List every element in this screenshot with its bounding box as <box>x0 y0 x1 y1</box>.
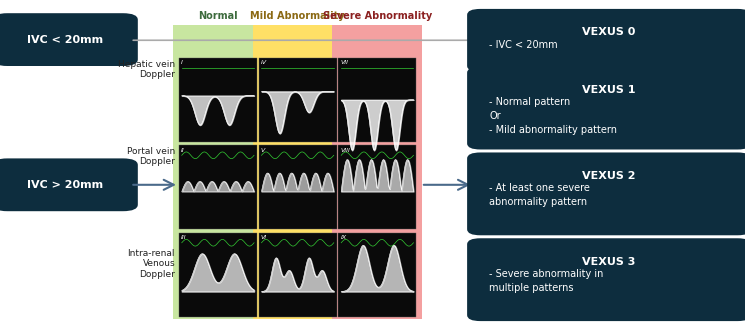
Text: IVC < 20mm: IVC < 20mm <box>27 35 104 45</box>
Text: - Severe abnormality in
multiple patterns: - Severe abnormality in multiple pattern… <box>489 269 604 293</box>
Bar <box>259 145 337 229</box>
Text: IVC > 20mm: IVC > 20mm <box>27 180 104 190</box>
Bar <box>173 25 263 319</box>
Text: Portal vein
Doppler: Portal vein Doppler <box>127 147 175 166</box>
Text: - At least one severe
abnormality pattern: - At least one severe abnormality patter… <box>489 183 590 207</box>
FancyBboxPatch shape <box>467 152 745 235</box>
Bar <box>332 25 422 319</box>
Text: VEXUS 1: VEXUS 1 <box>583 85 635 95</box>
Text: - Normal pattern
Or
- Mild abnormality pattern: - Normal pattern Or - Mild abnormality p… <box>489 97 618 135</box>
Bar <box>338 145 416 229</box>
Bar <box>259 58 337 142</box>
Text: Intra-renal
Venous
Doppler: Intra-renal Venous Doppler <box>127 249 175 279</box>
FancyBboxPatch shape <box>467 67 745 149</box>
Bar <box>253 25 343 319</box>
Text: VII: VII <box>340 60 349 65</box>
Bar <box>179 58 257 142</box>
Text: - IVC < 20mm: - IVC < 20mm <box>489 40 558 50</box>
Text: VEXUS 0: VEXUS 0 <box>583 27 635 37</box>
Text: Mild Abnormality: Mild Abnormality <box>250 12 345 21</box>
Text: III: III <box>181 235 187 240</box>
Bar <box>338 58 416 142</box>
Text: Normal: Normal <box>198 12 238 21</box>
Bar <box>179 233 257 317</box>
Text: VIII: VIII <box>340 148 350 153</box>
Bar <box>259 233 337 317</box>
Bar <box>179 145 257 229</box>
Text: IX: IX <box>340 235 346 240</box>
Text: Severe Abnormality: Severe Abnormality <box>323 12 432 21</box>
FancyBboxPatch shape <box>467 9 745 72</box>
Text: II: II <box>181 148 185 153</box>
FancyBboxPatch shape <box>0 13 138 66</box>
Text: VEXUS 2: VEXUS 2 <box>583 171 635 181</box>
Text: IV: IV <box>261 60 267 65</box>
Text: V: V <box>261 148 265 153</box>
FancyBboxPatch shape <box>467 238 745 321</box>
Text: Hepatic vein
Doppler: Hepatic vein Doppler <box>118 60 175 79</box>
Bar <box>338 233 416 317</box>
Text: VEXUS 3: VEXUS 3 <box>583 257 635 267</box>
Text: VI: VI <box>261 235 267 240</box>
FancyBboxPatch shape <box>0 158 138 211</box>
Text: I: I <box>181 60 183 65</box>
